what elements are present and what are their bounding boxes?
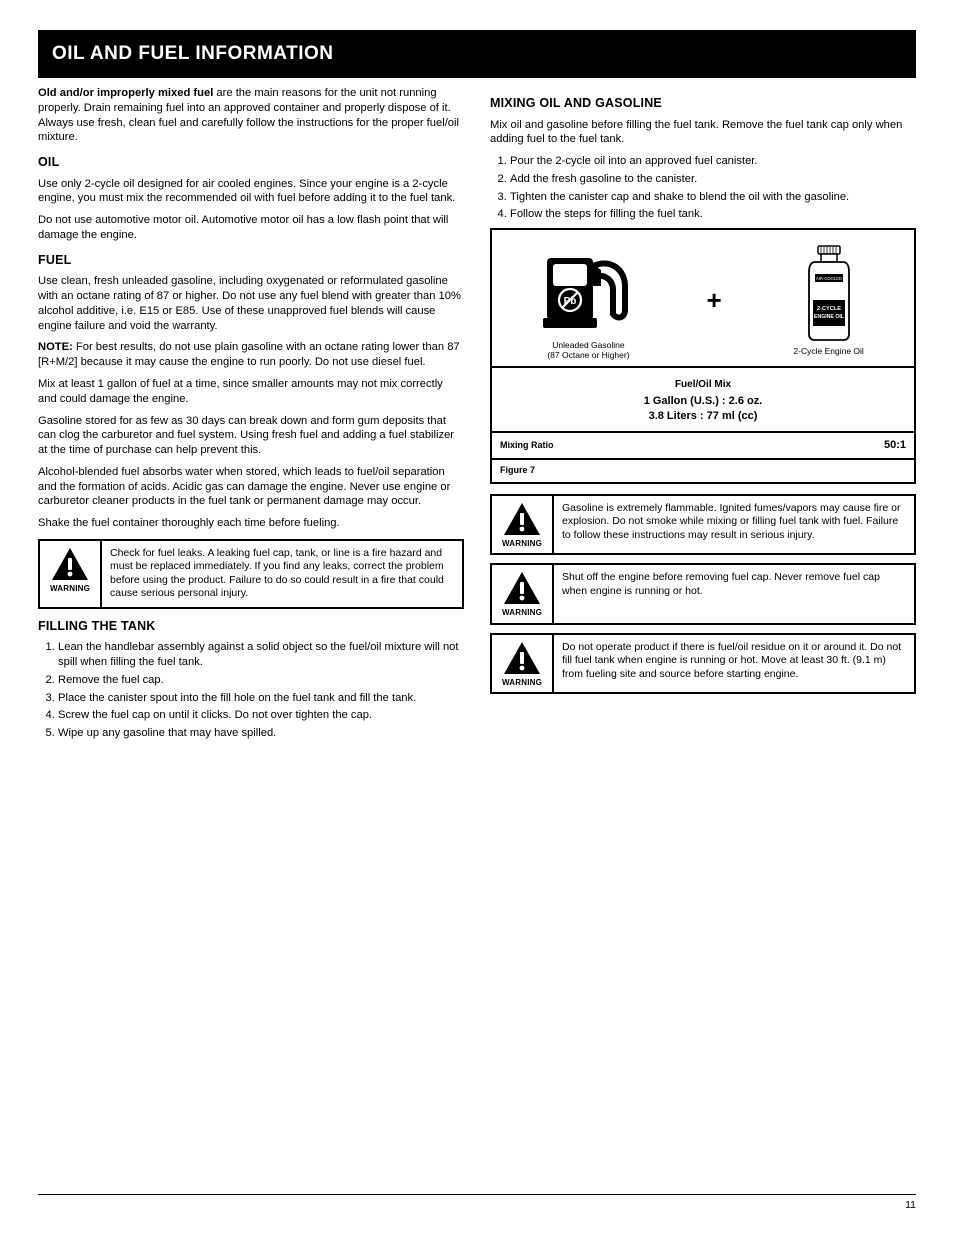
mix-label: Fuel/Oil Mix [500, 378, 906, 391]
warning-text: Check for fuel leaks. A leaking fuel cap… [102, 541, 462, 607]
bottle-cap-text: AIR-COOLED [816, 276, 842, 281]
warning-box-residue: WARNING Do not operate product if there … [490, 633, 916, 695]
diagram-mix-row: Fuel/Oil Mix 1 Gallon (U.S.) : 2.6 oz. 3… [492, 368, 914, 433]
fill-step-5: Wipe up any gasoline that may have spill… [58, 726, 464, 741]
fuel-heading: FUEL [38, 252, 464, 269]
mixing-steps: Pour the 2-cycle oil into an approved fu… [510, 154, 916, 222]
warning-icon-cell: WARNING [492, 565, 554, 623]
warning-icon-cell: WARNING [492, 635, 554, 693]
svg-text:ENGINE OIL: ENGINE OIL [814, 314, 845, 320]
oil-bottle-icon: AIR-COOLED 2-CYCLE ENGINE OIL [797, 244, 861, 344]
warning-text: Do not operate product if there is fuel/… [554, 635, 914, 693]
warning-box-flammable: WARNING Gasoline is extremely flammable.… [490, 494, 916, 556]
mix-value-us: 1 Gallon (U.S.) : 2.6 oz. [500, 394, 906, 409]
fill-step-4: Screw the fuel cap on until it clicks. D… [58, 708, 464, 723]
plus-sign: + [681, 283, 747, 317]
page-number: 11 [905, 1199, 916, 1211]
intro-lead: Old and/or improperly mixed fuel [38, 87, 213, 99]
oil-heading: OIL [38, 154, 464, 171]
warning-box-leaks: WARNING Check for fuel leaks. A leaking … [38, 539, 464, 609]
ratio-label: Mixing Ratio [500, 440, 554, 452]
fuel-p1: Use clean, fresh unleaded gasoline, incl… [38, 274, 464, 333]
fuel-p6: Shake the fuel container thoroughly each… [38, 516, 464, 531]
warning-label: WARNING [50, 584, 90, 595]
diagram-top-row: Pb Unleaded Gasoline(87 Octane or Higher… [492, 230, 914, 368]
fuel-p2: For best results, do not use plain gasol… [38, 341, 460, 368]
diagram-figure-row: Figure 7 [492, 460, 914, 482]
two-column-layout: Old and/or improperly mixed fuel are the… [38, 86, 916, 747]
right-column: MIXING OIL AND GASOLINE Mix oil and gaso… [490, 86, 916, 747]
fill-step-1: Lean the handlebar assembly against a so… [58, 640, 464, 670]
page-footer: 11 [38, 1194, 916, 1211]
fuel-mix-diagram: Pb Unleaded Gasoline(87 Octane or Higher… [490, 228, 916, 484]
warning-triangle-icon [502, 640, 542, 676]
mix-p1: Mix oil and gasoline before filling the … [490, 118, 916, 148]
left-column: Old and/or improperly mixed fuel are the… [38, 86, 464, 747]
fill-step-2: Remove the fuel cap. [58, 673, 464, 688]
warning-label: WARNING [502, 678, 542, 689]
bottle-label: 2-Cycle Engine Oil [793, 347, 863, 357]
mix-step-1: Pour the 2-cycle oil into an approved fu… [510, 154, 916, 169]
warning-triangle-icon [50, 546, 90, 582]
oil-p1: Use only 2-cycle oil designed for air co… [38, 177, 464, 207]
warning-label: WARNING [502, 608, 542, 619]
header-bar: OIL AND FUEL INFORMATION [38, 30, 916, 78]
mix-value-metric: 3.8 Liters : 77 ml (cc) [500, 409, 906, 424]
svg-text:2-CYCLE: 2-CYCLE [817, 306, 841, 312]
fuel-p5: Alcohol-blended fuel absorbs water when … [38, 465, 464, 509]
fuel-p4: Gasoline stored for as few as 30 days ca… [38, 414, 464, 458]
diagram-ratio-row: Mixing Ratio 50:1 [492, 433, 914, 460]
warning-box-shutoff: WARNING Shut off the engine before remov… [490, 563, 916, 625]
ratio-value: 50:1 [884, 438, 906, 453]
oil-p2: Do not use automotive motor oil. Automot… [38, 213, 464, 243]
mix-step-3: Tighten the canister cap and shake to bl… [510, 190, 916, 205]
mixing-heading: MIXING OIL AND GASOLINE [490, 95, 916, 112]
mix-step-4: Follow the steps for filling the fuel ta… [510, 207, 916, 222]
warning-text: Shut off the engine before removing fuel… [554, 565, 914, 623]
fill-step-3: Place the canister spout into the fill h… [58, 691, 464, 706]
pump-label: Unleaded Gasoline(87 Octane or Higher) [547, 341, 629, 361]
warning-icon-cell: WARNING [40, 541, 102, 607]
filling-heading: FILLING THE TANK [38, 618, 464, 635]
filling-steps: Lean the handlebar assembly against a so… [58, 640, 464, 741]
note-label: NOTE: [38, 341, 73, 353]
intro-paragraph: Old and/or improperly mixed fuel are the… [38, 86, 464, 145]
warning-icon-cell: WARNING [492, 496, 554, 554]
fuel-pump-graphic: Pb Unleaded Gasoline(87 Octane or Higher… [500, 240, 677, 361]
warning-triangle-icon [502, 501, 542, 537]
fuel-pump-icon: Pb [533, 240, 643, 338]
fuel-note: NOTE: For best results, do not use plain… [38, 340, 464, 370]
warning-triangle-icon [502, 570, 542, 606]
fuel-p3: Mix at least 1 gallon of fuel at a time,… [38, 377, 464, 407]
warning-text: Gasoline is extremely flammable. Ignited… [554, 496, 914, 554]
oil-bottle-graphic: AIR-COOLED 2-CYCLE ENGINE OIL 2-Cycle En… [751, 244, 906, 357]
page-title: OIL AND FUEL INFORMATION [52, 43, 334, 65]
mix-step-2: Add the fresh gasoline to the canister. [510, 172, 916, 187]
warning-label: WARNING [502, 539, 542, 550]
